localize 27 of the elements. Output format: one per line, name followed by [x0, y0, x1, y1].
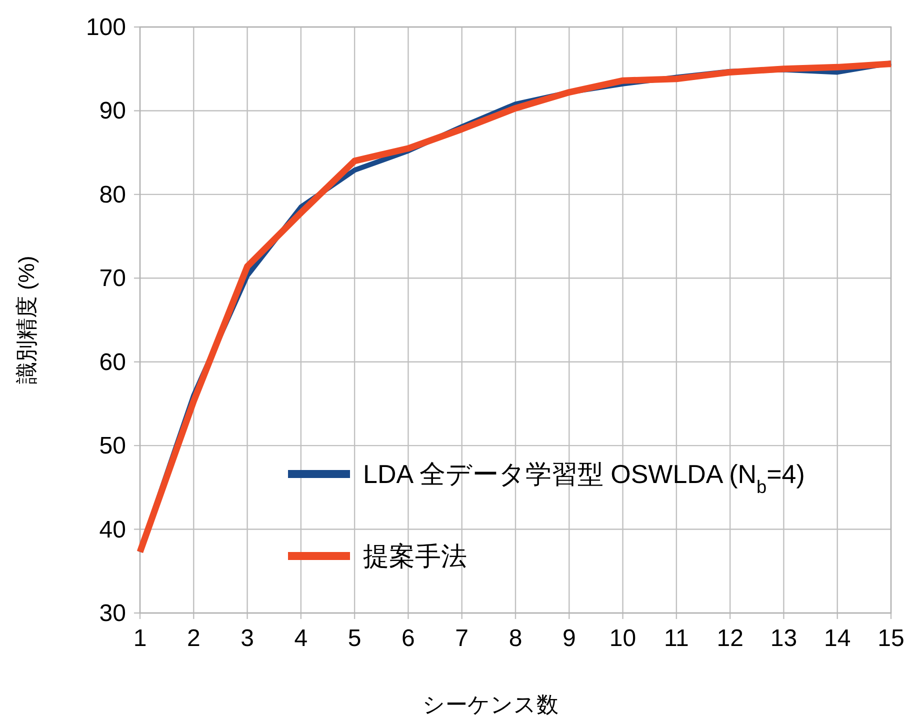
x-tick-label: 2: [186, 625, 200, 652]
x-tick-label: 6: [402, 625, 415, 652]
legend-label: 提案手法: [363, 541, 467, 571]
y-tick-label: 30: [99, 600, 126, 627]
y-tick-label: 40: [99, 516, 126, 544]
y-tick-label: 90: [99, 98, 126, 125]
legend-label: LDA 全データ学習型 OSWLDA (N$_{b}$=4): [363, 459, 805, 497]
x-axis-title: シーケンス数: [422, 692, 558, 717]
x-tick-label: 12: [716, 625, 744, 652]
y-tick-label: 70: [99, 265, 126, 292]
x-tick-label: 11: [664, 625, 689, 652]
y-axis-title: 識別精度 (%): [14, 256, 39, 384]
x-tick-label: 1: [133, 625, 147, 652]
y-tick-label: 80: [99, 181, 126, 208]
x-tick-label: 13: [770, 625, 798, 652]
x-tick-label: 4: [294, 625, 308, 652]
y-tick-label: 60: [99, 348, 126, 376]
y-tick-label: 50: [99, 432, 126, 460]
y-tick-label: 100: [86, 14, 126, 41]
x-tick-label: 7: [455, 625, 469, 652]
x-tick-label: 15: [878, 625, 904, 652]
x-tick-label: 5: [348, 625, 362, 652]
x-tick-label: 10: [609, 625, 636, 652]
x-tick-label: 9: [562, 625, 576, 652]
x-tick-label: 8: [508, 625, 522, 652]
x-tick-label: 3: [240, 625, 254, 652]
x-tick-label: 14: [824, 625, 851, 652]
